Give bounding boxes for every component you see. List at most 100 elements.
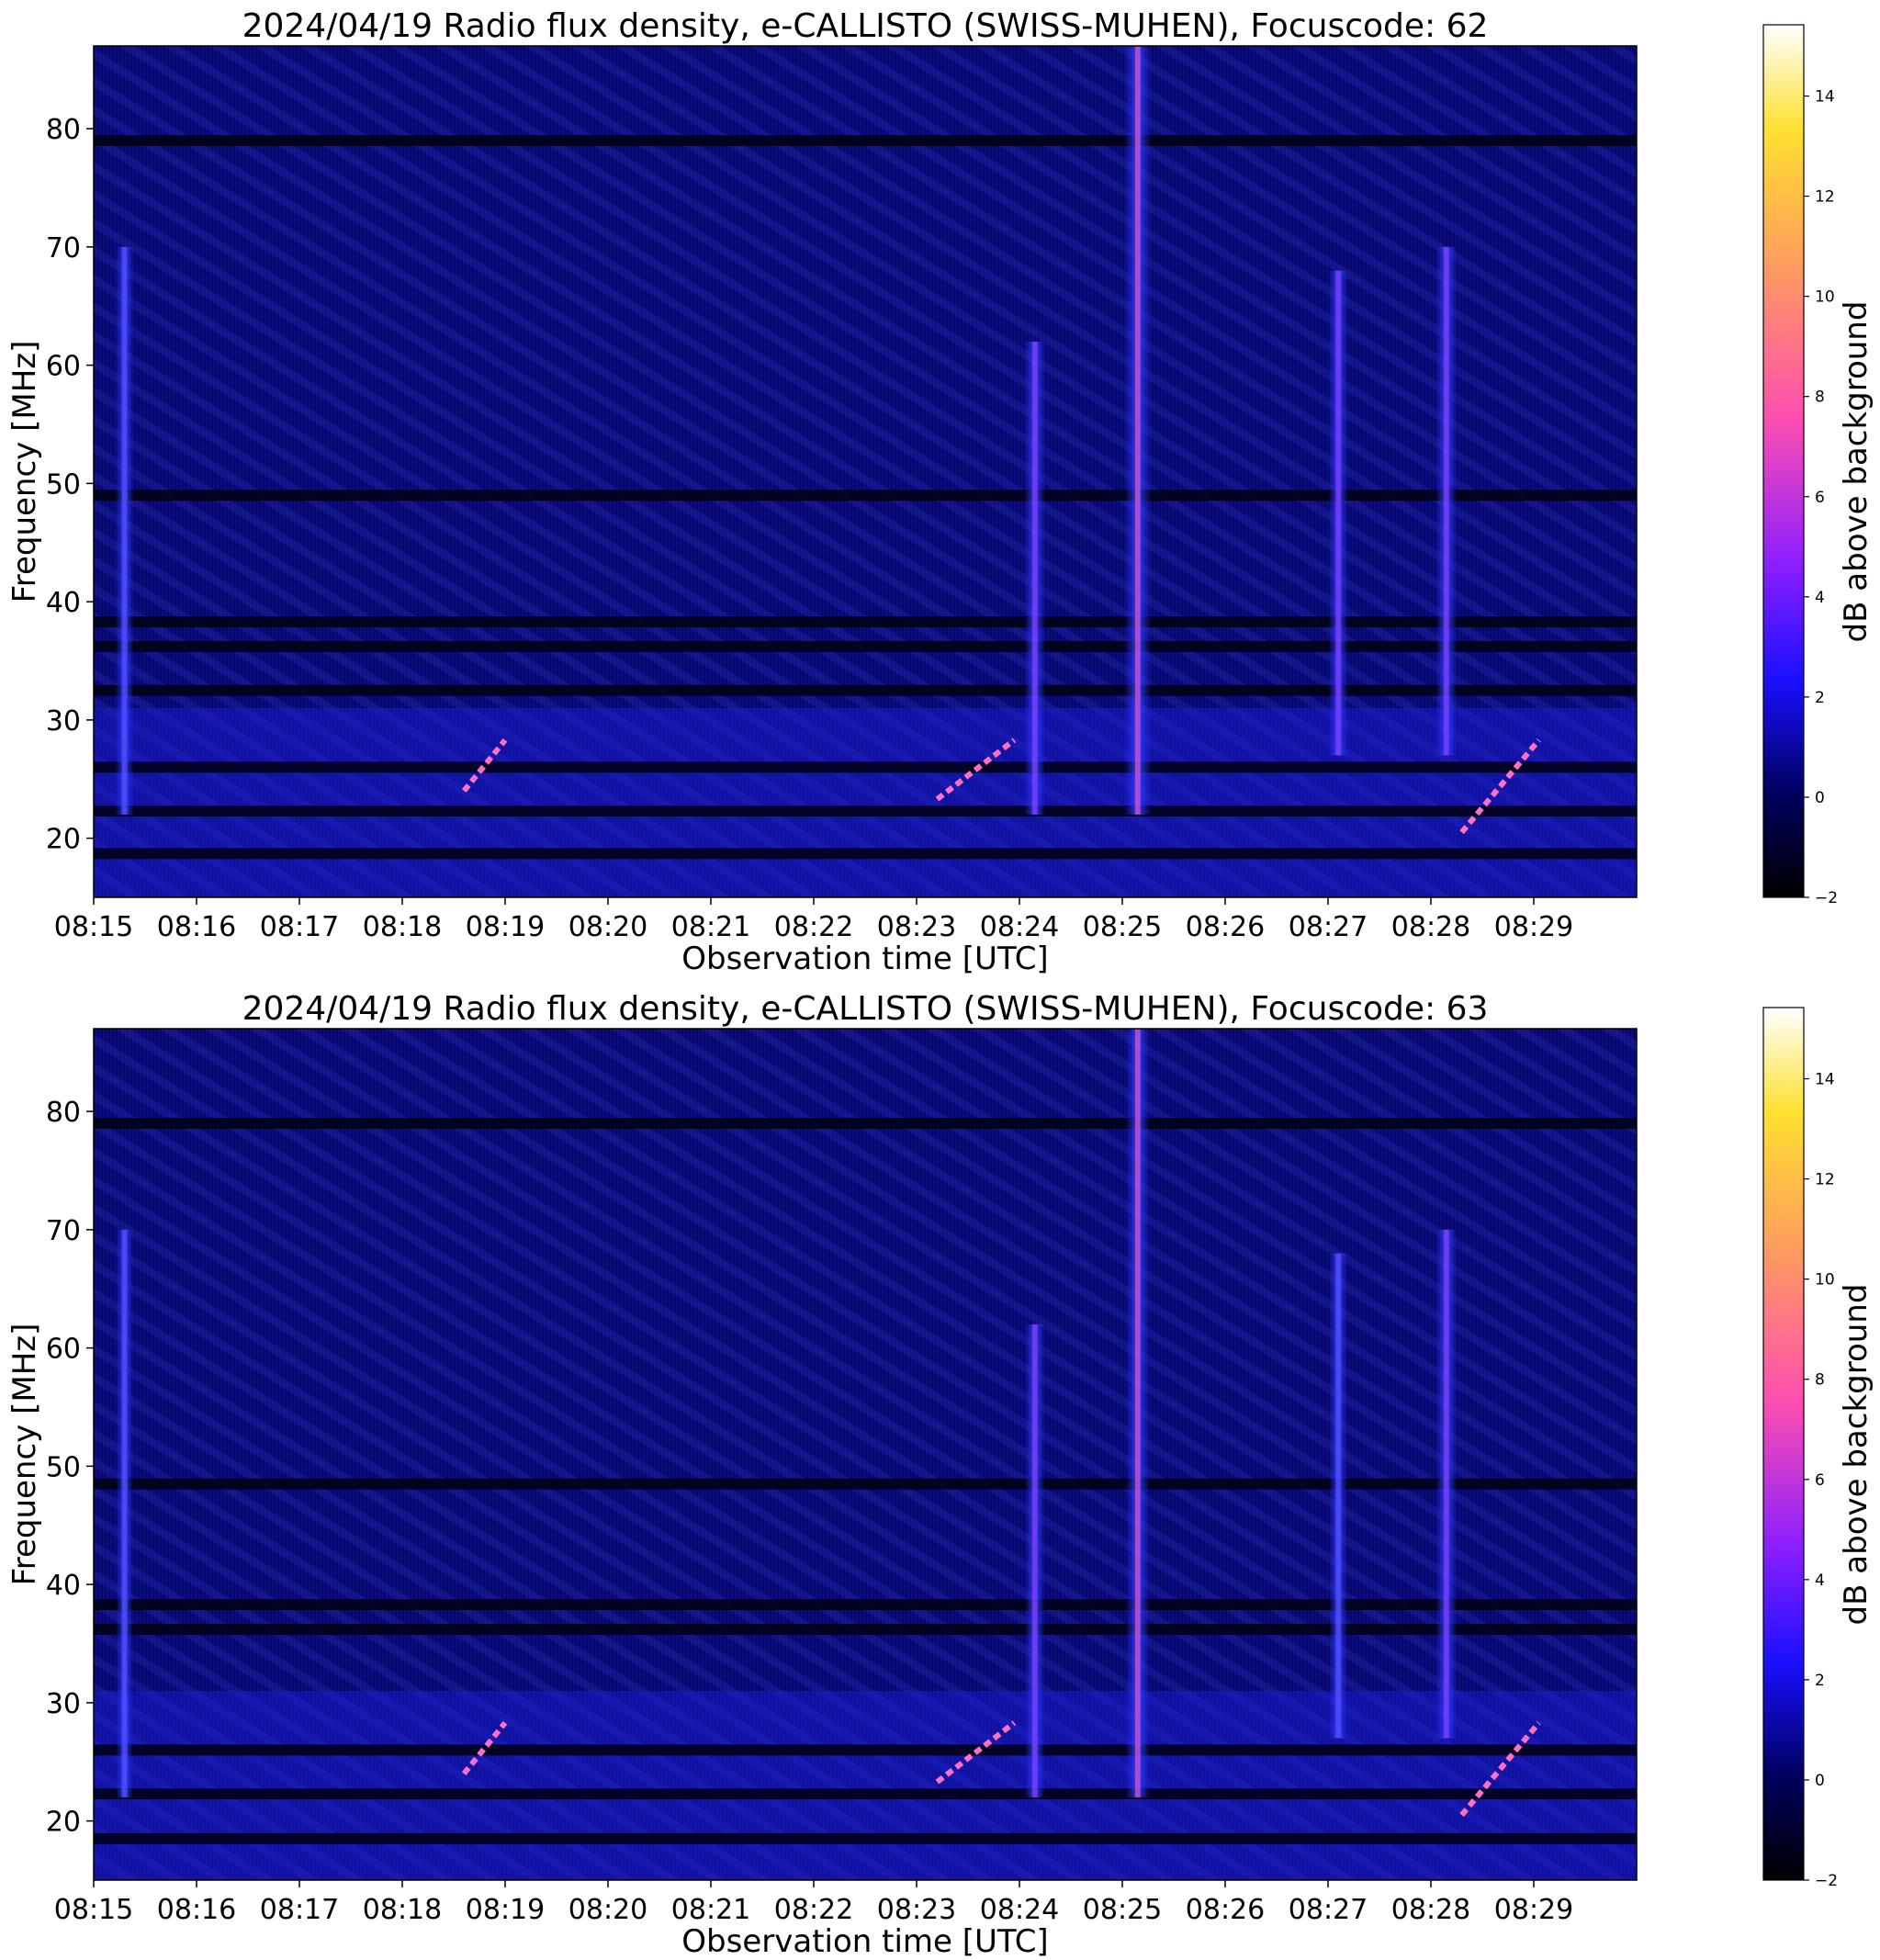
colorbar: −2 0 2 4 6 8 10 12 14 [1762,24,1838,907]
dark-band [94,641,1637,653]
dark-band [94,135,1637,146]
dark-band [94,848,1637,860]
colorbar-tick-label: 0 [1815,789,1825,807]
type-iii-burst-core [121,1229,128,1797]
colorbar-gradient [1762,24,1805,898]
x-tick-label: 08:22 [774,1894,853,1926]
x-tick-label: 08:23 [877,1894,956,1926]
fine-texture [94,46,1637,897]
colorbar-tick-label: 14 [1815,88,1835,107]
dark-band [94,684,1637,696]
dark-band [94,805,1637,817]
drift-feature [935,1720,1017,1785]
y-tick-label: 80 [46,1097,81,1129]
colorbar-tick-label: −2 [1815,889,1838,907]
x-axis-ticks: 08:15 08:16 08:17 08:18 08:19 08:20 08:21 08:22… [54,1880,1573,1926]
x-tick-label: 08:18 [363,1894,442,1926]
colorbar-label: dB above background [1838,301,1874,643]
x-tick-label: 08:16 [157,911,236,943]
dark-band [94,490,1637,501]
plot-frame [93,1028,1638,1881]
x-tick-label: 08:29 [1494,911,1573,943]
chart-title: 2024/04/19 Radio flux density, e-CALLIST… [242,7,1489,45]
x-tick-label: 08:18 [363,911,442,943]
y-axis-ticks: 20 30 40 50 60 70 80 [46,1097,94,1839]
x-tick-label: 08:21 [671,1894,750,1926]
colorbar-tick-label: −2 [1815,1872,1838,1890]
x-tick-label: 08:24 [980,1894,1059,1926]
colorbar-tick-label: 10 [1815,288,1835,307]
x-tick-label: 08:26 [1186,1894,1265,1926]
y-tick-label: 50 [46,1451,81,1483]
x-tick-label: 08:20 [569,1894,647,1926]
x-tick-label: 08:26 [1186,911,1265,943]
colorbar-tick-label: 6 [1815,1471,1825,1490]
x-axis-ticks: 08:15 08:16 08:17 08:18 08:19 08:20 08:21 08:22… [54,897,1573,943]
colorbar-tick-label: 6 [1815,489,1825,507]
dark-band [94,1478,1637,1490]
x-tick-label: 08:28 [1391,1894,1470,1926]
chart-title: 2024/04/19 Radio flux density, e-CALLIST… [242,990,1489,1028]
colorbar: −2 0 2 4 6 8 10 12 14 [1762,1007,1838,1890]
y-tick-label: 40 [46,587,81,619]
low-frequency-noise-region [94,708,1637,897]
drift-feature [461,1720,508,1776]
spectrogram-panel-focuscode-63: 2024/04/19 Radio flux density, e-CALLIST… [6,990,1874,1960]
colorbar-tick-label: 2 [1815,1672,1825,1690]
y-tick-label: 30 [46,1688,81,1720]
y-axis-label: Frequency [MHz] [6,341,43,603]
y-tick-label: 60 [46,1334,81,1366]
spectrogram-panel-focuscode-62: 2024/04/19 Radio flux density, e-CALLIST… [6,7,1874,977]
x-tick-label: 08:16 [157,1894,236,1926]
type-iii-burst-core [1134,46,1141,815]
y-tick-label: 50 [46,468,81,501]
colorbar-tick-label: 10 [1815,1271,1835,1290]
type-iii-burst-core [1335,270,1342,756]
dark-band [94,761,1637,773]
colorbar-tick-label: 2 [1815,689,1825,707]
x-tick-label: 08:21 [671,911,750,943]
x-tick-label: 08:22 [774,911,853,943]
type-iii-burst-core [1443,1229,1449,1739]
type-iii-burst-core [1031,341,1038,815]
x-axis-label: Observation time [UTC] [681,1923,1048,1960]
dark-band [94,616,1637,628]
x-tick-label: 08:25 [1083,1894,1162,1926]
dark-band [94,1599,1637,1611]
colorbar-tick-label: 8 [1815,389,1825,407]
x-tick-label: 08:29 [1494,1894,1573,1926]
x-axis-label: Observation time [UTC] [681,941,1048,977]
type-iii-burst-core [121,246,128,815]
plot-frame [93,45,1638,898]
dark-band [94,1118,1637,1129]
x-tick-label: 08:24 [980,911,1059,943]
colorbar-tick-label: 12 [1815,1171,1835,1189]
x-tick-label: 08:25 [1083,911,1162,943]
y-tick-label: 20 [46,1807,81,1839]
dark-band [94,1744,1637,1756]
x-tick-label: 08:27 [1289,911,1368,943]
drift-feature [1459,1720,1541,1818]
low-frequency-noise-region [94,1691,1637,1880]
x-tick-label: 08:23 [877,911,956,943]
drift-feature [935,738,1017,802]
colorbar-tick-label: 12 [1815,188,1835,207]
y-axis-ticks: 20 30 40 50 60 70 80 [46,114,94,856]
x-tick-label: 08:15 [54,911,133,943]
y-tick-label: 80 [46,114,81,146]
fine-texture [94,1029,1637,1880]
y-tick-label: 70 [46,1215,81,1247]
y-tick-label: 70 [46,232,81,265]
dark-band [94,1624,1637,1636]
x-tick-label: 08:27 [1289,1894,1368,1926]
type-iii-burst-core [1134,1029,1141,1797]
colorbar-tick-label: 4 [1815,589,1825,607]
colorbar-gradient [1762,1007,1805,1881]
x-tick-label: 08:19 [466,1894,545,1926]
y-axis-label: Frequency [MHz] [6,1324,43,1586]
drift-feature [461,738,508,794]
dark-band [94,1832,1637,1844]
x-tick-label: 08:20 [569,911,647,943]
x-tick-label: 08:15 [54,1894,133,1926]
